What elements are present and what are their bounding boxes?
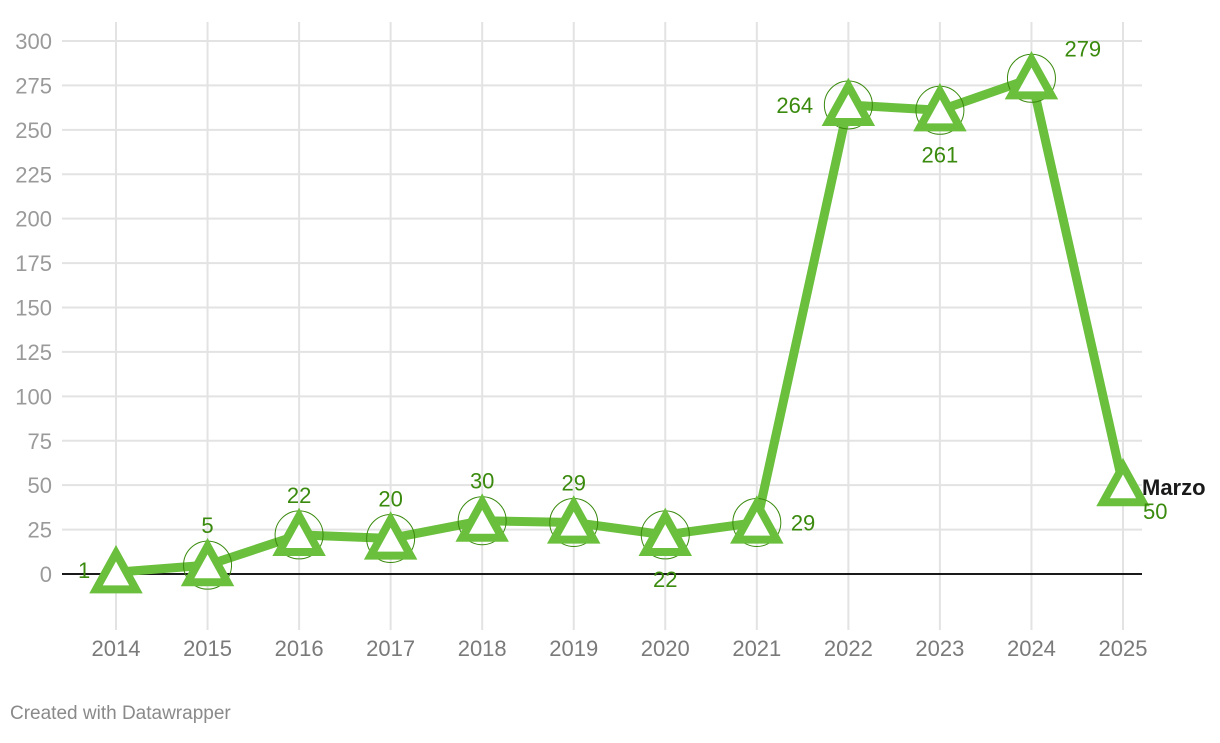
point-marker: [546, 495, 601, 544]
y-tick-label: 250: [15, 118, 52, 143]
y-tick-label: 100: [15, 384, 52, 409]
data-label: 5: [201, 513, 213, 538]
x-tick-label: 2017: [366, 636, 415, 661]
annotation-label: Marzo: [1142, 475, 1206, 500]
point-marker: [1004, 51, 1059, 100]
annotations: Marzo: [1142, 475, 1206, 500]
data-label: 20: [378, 486, 402, 511]
data-label: 1: [78, 558, 90, 583]
x-tick-label: 2024: [1007, 636, 1056, 661]
data-label: 261: [922, 142, 959, 167]
y-tick-label: 225: [15, 162, 52, 187]
data-label: 30: [470, 469, 494, 494]
y-tick-label: 200: [15, 207, 52, 232]
x-tick-label: 2019: [549, 636, 598, 661]
x-tick-label: 2023: [915, 636, 964, 661]
point-marker: [272, 507, 326, 557]
point-marker: [913, 83, 967, 132]
data-label: 22: [653, 567, 677, 592]
x-tick-label: 2018: [458, 636, 507, 661]
y-tick-label: 175: [15, 251, 52, 276]
series-line: [111, 73, 1128, 577]
x-tick-label: 2021: [732, 636, 781, 661]
point-marker: [89, 544, 143, 594]
x-tick-label: 2015: [183, 636, 232, 661]
series-line-group: [111, 73, 1128, 577]
x-axis-ticks: 2014 2015 2016 2017 2018 2019 2020 2021 2022 2023…: [92, 636, 1148, 661]
data-label: 22: [287, 483, 311, 508]
y-tick-label: 300: [15, 29, 52, 54]
data-label: 264: [776, 93, 813, 118]
y-tick-label: 125: [15, 340, 52, 365]
y-tick-label: 75: [28, 429, 52, 454]
x-tick-label: 2020: [641, 636, 690, 661]
x-tick-label: 2014: [92, 636, 141, 661]
data-label: 29: [791, 510, 815, 535]
x-tick-label: 2016: [275, 636, 324, 661]
y-tick-label: 50: [28, 473, 52, 498]
point-marker: [730, 495, 784, 544]
y-tick-label: 0: [40, 562, 52, 587]
data-label: 29: [561, 470, 585, 495]
y-axis-ticks: 0 25 50 75 100 125 150 175 200 225 250 275 300: [15, 29, 52, 587]
data-label: 279: [1064, 36, 1101, 61]
point-marker: [363, 511, 418, 560]
data-labels: 1 5 22 20 30 29 22 29 264 261 279 50: [78, 36, 1167, 592]
point-marker: [638, 507, 693, 557]
x-tick-label: 2025: [1099, 636, 1148, 661]
x-tick-label: 2022: [824, 636, 873, 661]
point-marker: [1096, 457, 1150, 507]
point-marker: [180, 537, 235, 587]
y-tick-label: 25: [28, 518, 52, 543]
data-label: 50: [1143, 499, 1167, 524]
grid: [62, 22, 1142, 630]
point-marker: [821, 77, 876, 127]
credit-text: Created with Datawrapper: [10, 703, 231, 724]
y-tick-label: 150: [15, 296, 52, 321]
markers: [89, 51, 1150, 594]
point-marker: [455, 493, 509, 542]
y-tick-label: 275: [15, 73, 52, 98]
